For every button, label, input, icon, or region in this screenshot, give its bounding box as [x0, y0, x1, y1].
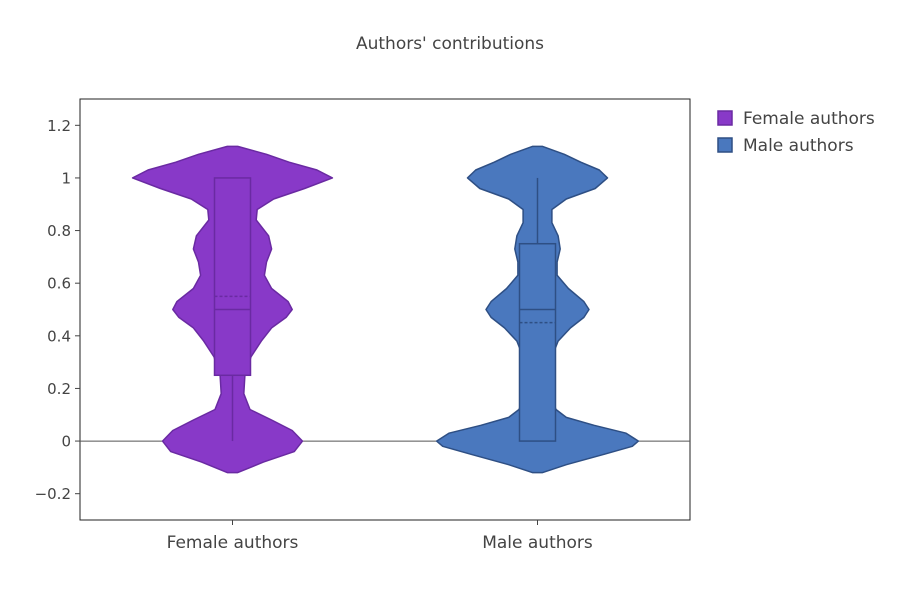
- x-tick-label: Female authors: [167, 533, 299, 553]
- legend-item: Male authors: [717, 136, 854, 156]
- y-tick-label: 1.2: [47, 117, 71, 135]
- y-tick-label: 0.6: [47, 275, 71, 293]
- legend: Female authors Male authors: [717, 109, 875, 156]
- y-tick-label: 1: [61, 169, 71, 187]
- legend-label: Female authors: [743, 109, 875, 129]
- y-tick-label: 0.4: [47, 327, 71, 345]
- chart-title: Authors' contributions: [356, 34, 544, 54]
- legend-swatch: [717, 110, 733, 126]
- box: [213, 177, 252, 377]
- box: [518, 242, 557, 442]
- plot-frame: [79, 98, 691, 521]
- plot-area: −0.2 0 0.2 0.4 0.6 0.8 1 1.2 Female authors Male …: [35, 98, 691, 553]
- legend-label: Male authors: [743, 136, 854, 156]
- y-tick-label: 0.8: [47, 222, 71, 240]
- legend-item: Female authors: [717, 109, 875, 129]
- x-tick-label: Male authors: [482, 533, 593, 553]
- y-tick-label: 0.2: [47, 380, 71, 398]
- y-tick-label: 0: [61, 433, 71, 451]
- legend-swatch: [717, 137, 733, 153]
- y-tick-label: −0.2: [35, 485, 71, 503]
